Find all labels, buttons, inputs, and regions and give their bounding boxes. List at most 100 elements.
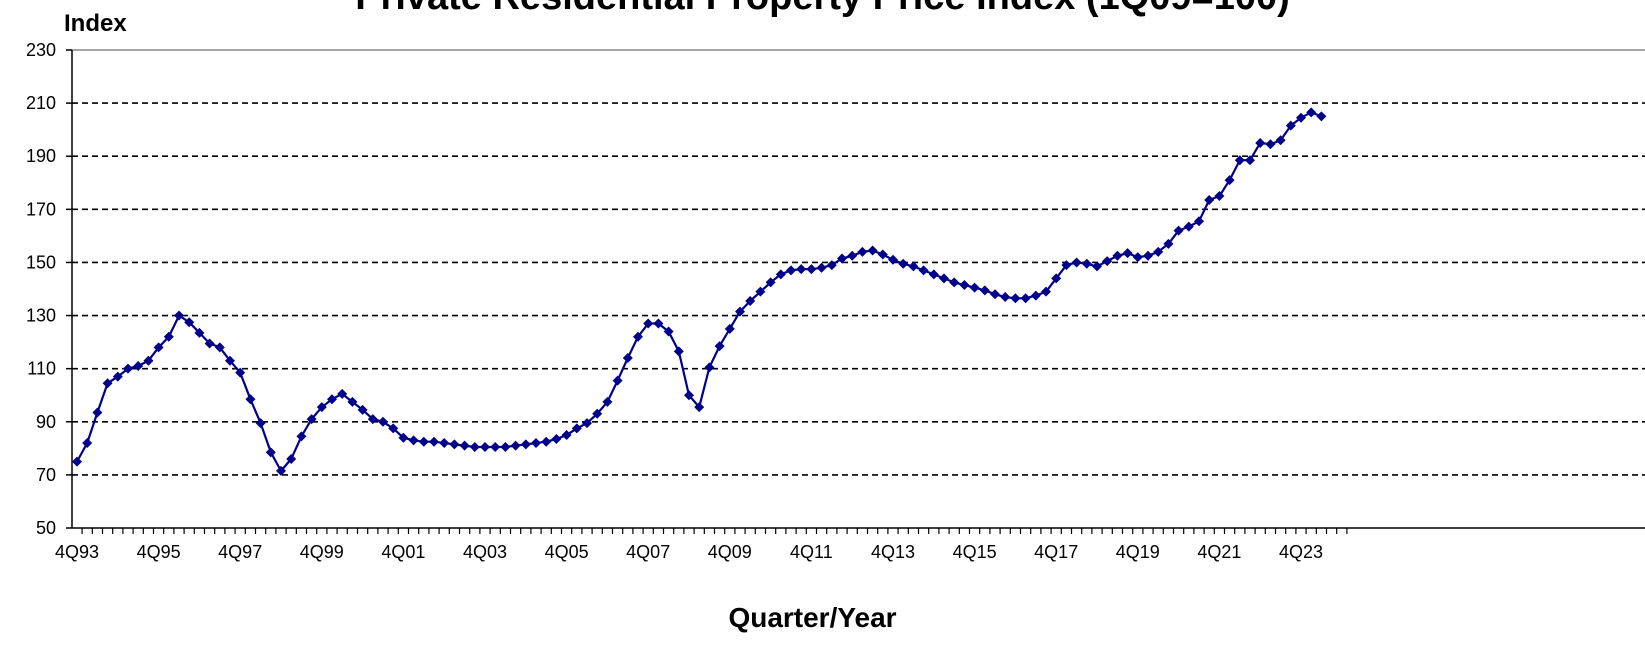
data-point: [1071, 257, 1082, 268]
data-point: [877, 249, 888, 260]
data-point: [837, 253, 847, 264]
data-point: [143, 355, 154, 366]
data-point: [1143, 250, 1153, 261]
data-point: [1194, 216, 1204, 227]
y-tick-label-150: 150: [26, 252, 56, 272]
data-point: [806, 264, 817, 275]
data-point: [1030, 290, 1041, 301]
data-point: [551, 434, 562, 445]
y-tick-label-170: 170: [26, 199, 56, 219]
data-point: [786, 265, 796, 276]
x-tick-label-4Q11: 4Q11: [790, 542, 833, 562]
data-point: [531, 438, 541, 449]
data-point: [724, 323, 735, 334]
data-point: [582, 418, 592, 429]
data-point: [1163, 238, 1174, 249]
x-tick-label-4Q01: 4Q01: [381, 542, 425, 562]
data-point: [194, 327, 205, 338]
data-point: [867, 245, 878, 256]
series-index: [72, 107, 1327, 476]
data-point: [1102, 256, 1113, 267]
y-tick-label-230: 230: [26, 40, 56, 60]
x-tick-label-4Q21: 4Q21: [1197, 542, 1241, 562]
data-point: [1020, 293, 1031, 304]
data-point: [357, 404, 368, 415]
data-point: [367, 414, 378, 425]
y-tick-label-210: 210: [26, 93, 56, 113]
data-point: [653, 318, 664, 329]
data-point: [316, 402, 327, 413]
data-point: [500, 442, 511, 453]
data-point: [908, 261, 919, 272]
data-point: [82, 438, 93, 449]
data-point: [1285, 120, 1296, 131]
data-point: [1041, 286, 1051, 297]
data-point: [245, 394, 256, 405]
data-point: [296, 431, 307, 442]
x-tick-label-4Q23: 4Q23: [1279, 542, 1323, 562]
data-point: [592, 408, 603, 419]
data-point: [959, 280, 970, 291]
data-point: [1204, 195, 1215, 206]
data-point: [1224, 175, 1235, 186]
y-tick-label-50: 50: [36, 518, 56, 538]
x-tick-label-4Q13: 4Q13: [871, 542, 915, 562]
data-point: [459, 440, 470, 451]
data-point: [969, 282, 980, 293]
data-point: [449, 439, 460, 450]
data-point: [214, 342, 225, 353]
data-point: [276, 465, 286, 476]
y-tick-label-110: 110: [27, 359, 56, 379]
data-point: [1245, 155, 1255, 166]
data-point: [1183, 221, 1194, 232]
data-point: [439, 438, 450, 449]
data-point: [1316, 111, 1327, 122]
data-point: [184, 317, 195, 328]
data-point: [1275, 135, 1286, 146]
data-point: [378, 416, 388, 427]
data-point: [163, 331, 174, 342]
data-point: [847, 250, 858, 261]
gridlines: [72, 49, 1645, 476]
data-point: [418, 436, 429, 447]
data-point: [225, 355, 235, 366]
data-point: [1051, 273, 1062, 284]
data-point: [347, 396, 358, 407]
data-point: [990, 289, 1000, 300]
data-point: [704, 362, 715, 373]
data-point: [123, 363, 133, 374]
data-point: [520, 439, 531, 450]
x-tick-label-4Q19: 4Q19: [1116, 542, 1160, 562]
data-point: [1153, 246, 1164, 257]
data-point: [480, 442, 490, 453]
data-point: [765, 277, 776, 288]
data-point: [612, 375, 623, 386]
x-axis-title: Quarter/Year: [728, 602, 897, 633]
data-point: [796, 264, 807, 275]
data-point: [429, 436, 439, 447]
data-point: [174, 310, 184, 321]
data-point: [1122, 248, 1133, 259]
x-tick-label-4Q05: 4Q05: [545, 542, 589, 562]
data-point: [1255, 137, 1266, 148]
data-point: [1132, 252, 1143, 263]
data-point: [663, 326, 674, 337]
data-point: [602, 396, 613, 407]
data-point: [816, 262, 827, 273]
data-point: [684, 390, 694, 401]
data-point: [510, 440, 521, 451]
data-point: [979, 285, 990, 296]
data-point: [541, 436, 552, 447]
data-point: [235, 367, 246, 378]
x-tick-label-4Q03: 4Q03: [463, 542, 507, 562]
data-point: [939, 273, 949, 284]
data-point: [928, 269, 939, 280]
y-tick-label-90: 90: [36, 412, 56, 432]
data-point: [745, 295, 756, 306]
data-point: [133, 361, 144, 372]
data-point: [490, 442, 501, 453]
y-tick-label-70: 70: [36, 465, 56, 485]
data-point: [1306, 107, 1317, 118]
y-axis-title: Index: [64, 10, 127, 37]
y-tick-label-130: 130: [26, 306, 56, 326]
